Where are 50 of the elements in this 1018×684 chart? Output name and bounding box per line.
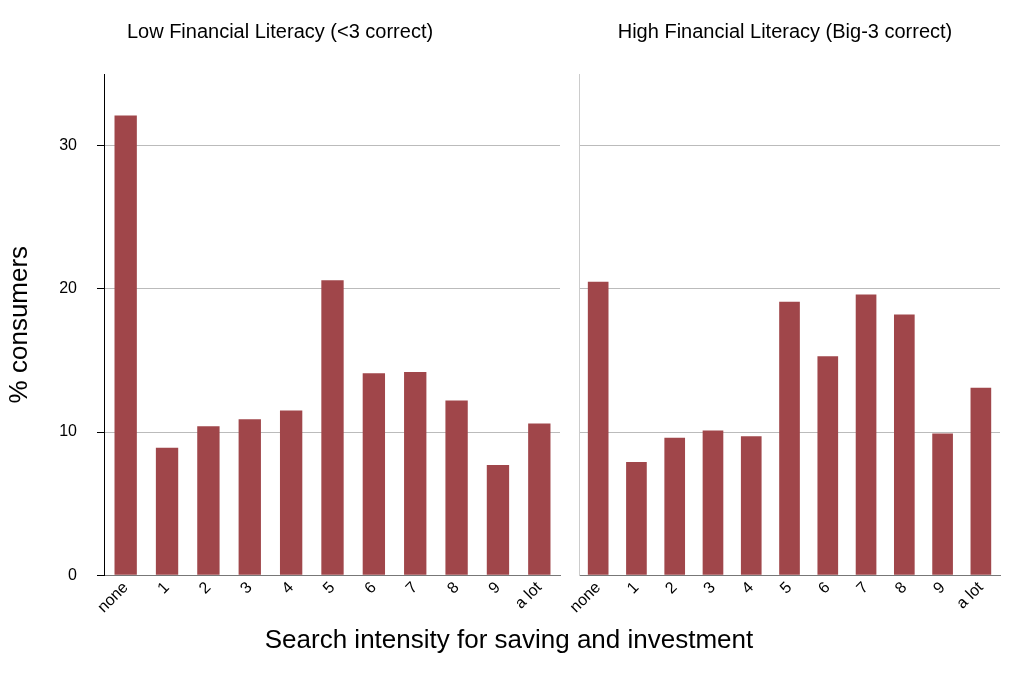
- bar: [779, 301, 800, 575]
- bar: [445, 400, 468, 575]
- bar: [626, 462, 647, 575]
- x-tick-label: 2: [661, 578, 681, 597]
- y-tick-label: 30: [59, 136, 78, 154]
- bar: [740, 436, 762, 575]
- x-tick-label: a lot: [952, 577, 987, 612]
- x-tick-label: 7: [852, 578, 872, 597]
- bar: [155, 447, 179, 575]
- x-tick-label: 4: [738, 578, 757, 597]
- bar: [238, 419, 261, 575]
- bar: [279, 410, 303, 575]
- x-tick-label: 5: [319, 578, 338, 597]
- x-tick-label: 8: [443, 578, 462, 597]
- bar: [817, 356, 839, 575]
- x-tick-label: 1: [153, 578, 173, 597]
- x-tick-label: 9: [484, 578, 504, 597]
- y-tick-label: 10: [59, 422, 78, 440]
- bar: [197, 426, 220, 575]
- bar: [855, 294, 877, 575]
- chart-title: High Financial Literacy (Big-3 correct): [617, 19, 953, 42]
- bar: [932, 433, 953, 575]
- bar: [321, 280, 344, 575]
- y-axis-title: % consumers: [2, 245, 33, 404]
- x-tick-label: 5: [776, 578, 795, 597]
- y-tick-label: 0: [68, 565, 78, 583]
- bar: [528, 423, 551, 575]
- bar: [893, 314, 915, 575]
- y-tick-label: 20: [59, 279, 78, 297]
- x-tick-label: 6: [814, 578, 834, 597]
- x-tick-label: 4: [278, 578, 297, 597]
- bar: [362, 373, 386, 575]
- x-tick-label: 3: [699, 578, 719, 597]
- x-tick-label: a lot: [511, 577, 545, 612]
- x-tick-label: 2: [195, 578, 214, 597]
- bar: [404, 371, 427, 575]
- chart-title: Low Financial Literacy (<3 correct): [126, 19, 434, 42]
- bar: [664, 437, 686, 575]
- x-tick-label: 1: [623, 578, 642, 597]
- x-tick-label: 7: [402, 578, 421, 597]
- x-axis-title: Search intensity for saving and investment: [263, 624, 755, 655]
- x-tick-label: 6: [360, 578, 380, 597]
- x-tick-label: 8: [891, 578, 910, 597]
- x-tick-label: 9: [929, 578, 948, 597]
- bar: [486, 464, 510, 575]
- x-tick-label: 3: [236, 578, 256, 597]
- bar: [702, 430, 724, 575]
- bar: [114, 115, 137, 575]
- bar: [970, 387, 992, 575]
- bar: [587, 281, 609, 575]
